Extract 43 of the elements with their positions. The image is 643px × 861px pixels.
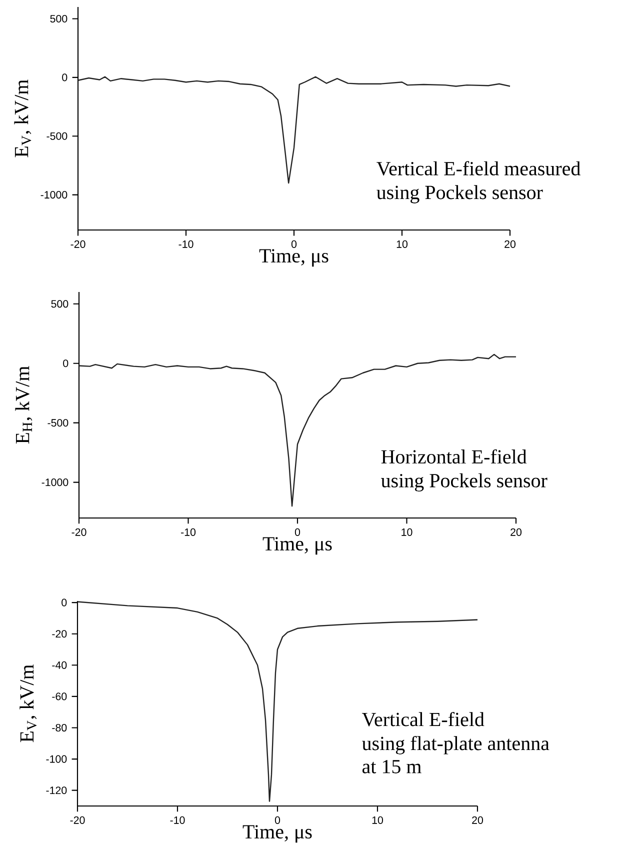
annotation: Vertical E-field: [362, 712, 484, 726]
y-tick-label: 500: [51, 300, 68, 308]
y-tick-label: -40: [52, 661, 67, 669]
y-axis-title: E$_{H}$, kV/m: [15, 366, 32, 444]
x-tick-label: 10: [396, 240, 408, 248]
x-tick-label: -20: [72, 528, 86, 536]
y-axis-title: E$_{V}$, kV/m: [14, 80, 32, 158]
annotation: using Pockels sensor: [381, 473, 548, 492]
y-tick-label: -1000: [40, 191, 68, 199]
x-tick-label: -20: [70, 240, 86, 248]
y-tick-label: -20: [52, 630, 67, 638]
y-tick-label: 0: [62, 74, 68, 82]
x-tick-label: -10: [178, 240, 194, 248]
x-tick-label: -10: [181, 528, 196, 536]
y-tick-label: -60: [52, 692, 67, 700]
annotation: at 15 m: [362, 760, 422, 774]
annotation: Vertical E-field measured: [376, 161, 580, 176]
x-tick-label: 20: [472, 816, 484, 824]
y-tick-label: 0: [62, 598, 67, 606]
annotation: using Pockels sensor: [376, 185, 543, 204]
x-tick-label: 10: [402, 528, 412, 536]
y-tick-label: 500: [50, 14, 68, 23]
x-tick-label: 20: [510, 528, 522, 536]
x-tick-label: 0: [291, 240, 297, 248]
y-tick-label: -1000: [42, 478, 68, 486]
x-tick-label: -10: [170, 816, 185, 824]
y-tick-label: -500: [46, 132, 68, 140]
y-tick-label: -80: [52, 724, 67, 732]
y-tick-label: 0: [63, 360, 68, 368]
x-tick-label: 10: [372, 816, 384, 824]
x-axis-title: Time, μs: [259, 249, 328, 267]
x-axis-title: Time, μs: [242, 825, 312, 843]
x-axis-title: Time, μs: [262, 537, 332, 555]
annotation: using flat-plate antenna: [362, 736, 550, 754]
y-axis-title: E$_{V}$, kV/m: [20, 664, 37, 742]
y-tick-label: -500: [48, 419, 68, 427]
x-tick-label: 0: [274, 816, 280, 824]
x-tick-label: 0: [294, 528, 300, 536]
y-tick-label: -120: [46, 786, 67, 794]
y-tick-label: -100: [46, 755, 67, 763]
annotation: Horizontal E-field: [381, 449, 527, 464]
x-tick-label: -20: [70, 816, 85, 824]
x-tick-label: 20: [504, 240, 516, 248]
